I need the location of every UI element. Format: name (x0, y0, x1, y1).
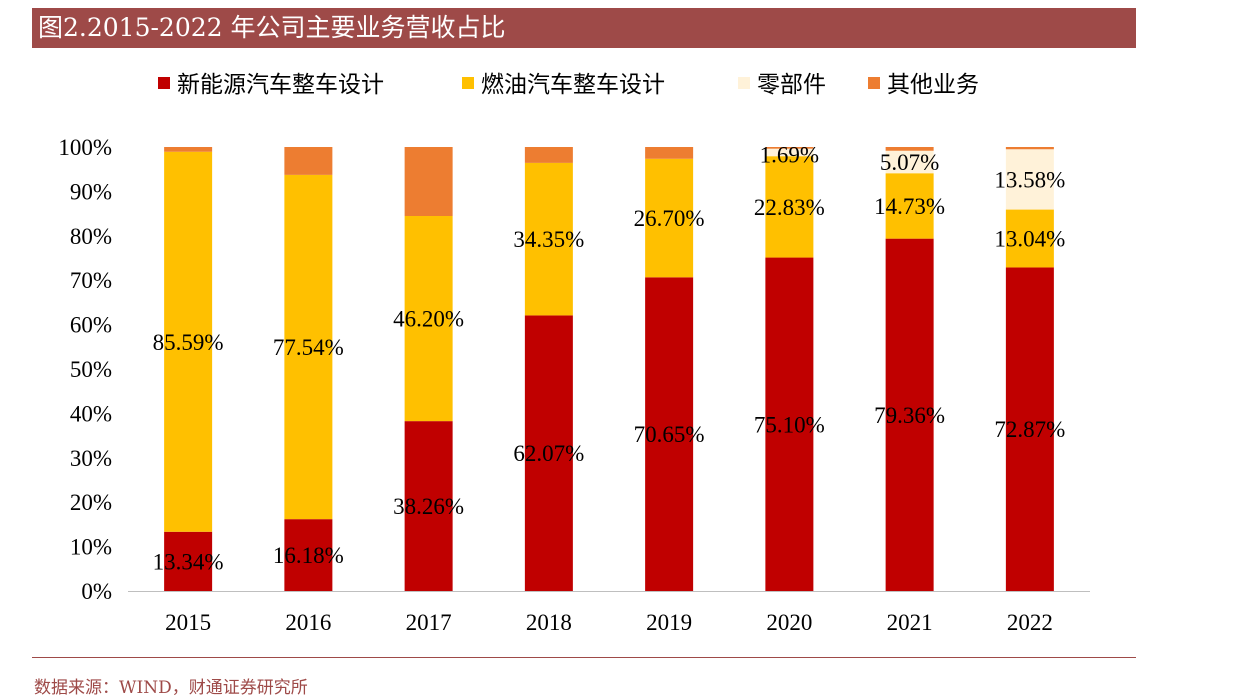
data-label: 26.70% (634, 206, 705, 231)
data-label: 13.04% (994, 227, 1065, 252)
y-tick-label: 60% (70, 313, 112, 338)
data-label: 13.34% (153, 549, 224, 574)
legend-item: 新能源汽车整车设计 (158, 72, 384, 98)
y-tick-label: 10% (70, 535, 112, 560)
y-tick-label: 30% (70, 446, 112, 471)
data-label: 62.07% (513, 441, 584, 466)
data-label: 13.58% (994, 167, 1065, 192)
data-label: 85.59% (153, 330, 224, 355)
x-tick-label: 2019 (646, 610, 692, 635)
legend-label: 新能源汽车整车设计 (177, 72, 384, 98)
bar-segment (284, 147, 333, 175)
x-tick-label: 2021 (887, 610, 933, 635)
bar-segment (524, 162, 573, 316)
chart-title: 图2.2015-2022 年公司主要业务营收占比 (38, 13, 506, 42)
bar-segment (765, 148, 814, 157)
data-label: 70.65% (634, 422, 705, 447)
bar-segment (1005, 209, 1054, 268)
bar-segment (524, 147, 573, 163)
data-label: 5.07% (880, 150, 939, 175)
y-tick-label: 80% (70, 224, 112, 249)
bar-segment (645, 277, 694, 591)
y-tick-label: 90% (70, 179, 112, 204)
data-labels: 13.34% 85.59% 16.18% 77.54% 38.26% 46.20% 62.0… (153, 143, 1066, 575)
bar-segment (765, 156, 814, 258)
y-axis: 0% 10% 20% 30% 40% 50% 60% 70% 80% 90% 100% (58, 135, 112, 604)
legend-item: 燃油汽车整车设计 (462, 72, 665, 98)
bar-segment (645, 147, 694, 159)
footer-divider (32, 657, 1136, 658)
x-tick-label: 2020 (766, 610, 812, 635)
data-label: 34.35% (513, 227, 584, 252)
y-tick-label: 70% (70, 268, 112, 293)
bar-segment (284, 174, 333, 520)
bar-segment (164, 147, 213, 152)
y-tick-label: 100% (58, 135, 112, 160)
title-bar: 图2.2015-2022 年公司主要业务营收占比 (32, 8, 1136, 48)
data-label: 14.73% (874, 194, 945, 219)
x-tick-label: 2017 (406, 610, 452, 635)
data-label: 16.18% (273, 543, 344, 568)
x-tick-label: 2016 (285, 610, 331, 635)
source-note: 数据来源：WIND，财通证券研究所 (34, 678, 308, 698)
data-label: 38.26% (393, 494, 464, 519)
x-tick-label: 2015 (165, 610, 211, 635)
y-tick-label: 50% (70, 357, 112, 382)
bar-segment (164, 531, 213, 591)
bar-segment (404, 421, 453, 591)
legend-label: 燃油汽车整车设计 (481, 72, 665, 98)
x-tick-label: 2018 (526, 610, 572, 635)
legend-item: 其他业务 (868, 72, 979, 98)
legend-label: 其他业务 (887, 72, 979, 98)
bar-segment (885, 150, 934, 174)
x-tick-label: 2022 (1007, 610, 1053, 635)
bar-segment (765, 147, 814, 149)
legend-swatch (462, 77, 474, 89)
legend: 新能源汽车整车设计 燃油汽车整车设计 零部件 其他业务 (158, 72, 979, 98)
y-tick-label: 20% (70, 490, 112, 515)
bar-segment (164, 151, 213, 532)
bars (164, 147, 1054, 591)
data-label: 75.10% (754, 412, 825, 437)
legend-swatch (738, 77, 750, 89)
legend-item: 零部件 (738, 72, 826, 98)
bar-segment (1005, 267, 1054, 591)
bar-segment (885, 238, 934, 591)
bar-segment (404, 147, 453, 216)
y-tick-label: 40% (70, 401, 112, 426)
bar-segment (284, 519, 333, 591)
legend-label: 零部件 (757, 72, 826, 98)
data-label: 1.69% (760, 143, 819, 168)
bar-segment (404, 215, 453, 422)
bar-segment (765, 257, 814, 591)
bar-segment (885, 173, 934, 239)
legend-swatch (868, 77, 880, 89)
data-label: 79.36% (874, 403, 945, 428)
x-axis: 2015 2016 2017 2018 2019 2020 2021 2022 (128, 591, 1090, 635)
bar-segment (524, 315, 573, 591)
data-label: 22.83% (754, 195, 825, 220)
bar-segment (885, 147, 934, 151)
data-label: 46.20% (393, 307, 464, 332)
y-tick-label: 0% (81, 579, 112, 604)
bar-segment (1005, 149, 1054, 210)
bar-segment (1005, 147, 1054, 150)
bar-segment (645, 158, 694, 278)
data-label: 72.87% (994, 417, 1065, 442)
data-label: 77.54% (273, 335, 344, 360)
legend-swatch (158, 77, 170, 89)
